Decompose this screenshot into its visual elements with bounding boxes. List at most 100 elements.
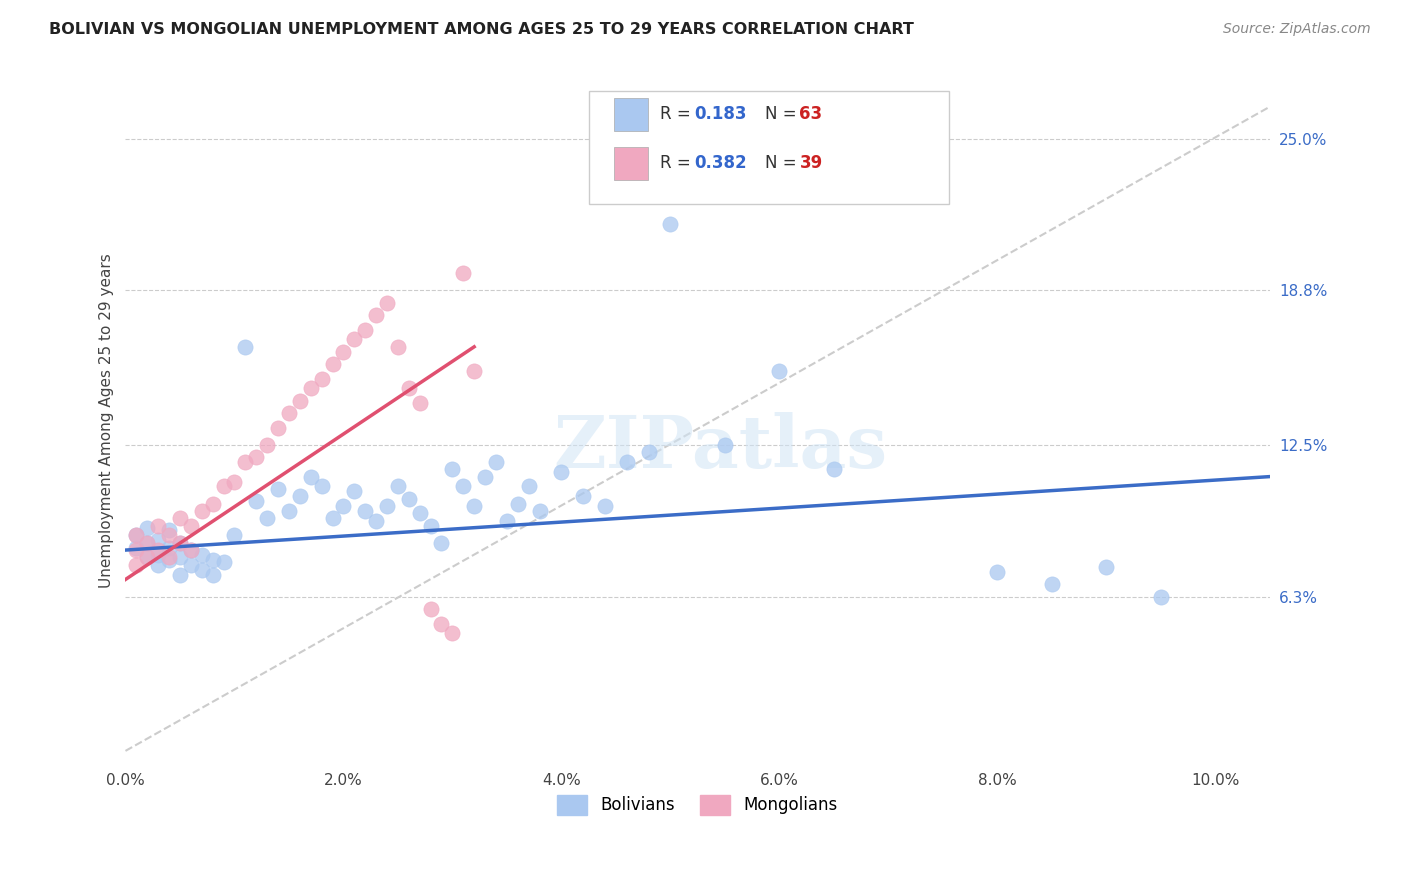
Point [495, 514, 517, 528]
Point [125, 528, 148, 542]
Point [529, 504, 551, 518]
Point [463, 364, 485, 378]
Point [180, 518, 202, 533]
Text: 39: 39 [800, 154, 823, 172]
Point [157, 541, 180, 555]
Point [364, 308, 387, 322]
Point [267, 420, 290, 434]
Point [506, 497, 529, 511]
Point [714, 438, 737, 452]
Point [267, 482, 290, 496]
Point [311, 371, 333, 385]
Point [169, 567, 191, 582]
Point [343, 484, 366, 499]
Point [146, 558, 169, 572]
Point [256, 511, 278, 525]
Text: 0.382: 0.382 [695, 154, 747, 172]
Point [169, 550, 191, 565]
Point [201, 553, 224, 567]
Point [419, 518, 441, 533]
Point [637, 445, 659, 459]
Point [190, 548, 212, 562]
Point [364, 514, 387, 528]
Point [299, 381, 322, 395]
Point [321, 511, 343, 525]
Point [136, 535, 159, 549]
Point [169, 511, 191, 525]
Point [277, 504, 299, 518]
Point [986, 565, 1008, 579]
Point [136, 550, 159, 565]
Point [212, 555, 235, 569]
Point [136, 521, 159, 535]
Point [233, 340, 256, 354]
Point [463, 499, 485, 513]
Point [125, 528, 148, 542]
Point [387, 340, 409, 354]
Point [451, 479, 474, 493]
Point [441, 626, 464, 640]
Point [224, 528, 246, 542]
Point [517, 479, 540, 493]
Point [354, 504, 377, 518]
Point [146, 543, 169, 558]
Point [387, 479, 409, 493]
Point [375, 499, 398, 513]
Point [146, 518, 169, 533]
Point [157, 553, 180, 567]
Point [212, 479, 235, 493]
Text: Source: ZipAtlas.com: Source: ZipAtlas.com [1223, 22, 1371, 37]
Point [157, 524, 180, 538]
Point [332, 344, 354, 359]
Point [288, 489, 311, 503]
Point [441, 462, 464, 476]
Point [419, 602, 441, 616]
Point [277, 406, 299, 420]
Point [616, 455, 638, 469]
Point [354, 323, 377, 337]
Point [169, 535, 191, 549]
Point [398, 381, 420, 395]
Point [224, 475, 246, 489]
Legend: Bolivians, Mongolians: Bolivians, Mongolians [548, 787, 846, 823]
Point [485, 455, 508, 469]
Point [180, 558, 202, 572]
Point [1095, 560, 1118, 574]
Point [125, 541, 148, 555]
Text: BOLIVIAN VS MONGOLIAN UNEMPLOYMENT AMONG AGES 25 TO 29 YEARS CORRELATION CHART: BOLIVIAN VS MONGOLIAN UNEMPLOYMENT AMONG… [49, 22, 914, 37]
FancyBboxPatch shape [614, 146, 648, 179]
Point [180, 543, 202, 558]
Point [408, 396, 430, 410]
Point [288, 393, 311, 408]
Y-axis label: Unemployment Among Ages 25 to 29 years: Unemployment Among Ages 25 to 29 years [100, 253, 114, 588]
Point [408, 506, 430, 520]
Point [146, 548, 169, 562]
Point [201, 497, 224, 511]
Point [157, 528, 180, 542]
Point [572, 489, 595, 503]
Point [332, 499, 354, 513]
Text: N =: N = [765, 154, 801, 172]
Point [375, 295, 398, 310]
Point [430, 616, 453, 631]
Point [1040, 577, 1063, 591]
Point [311, 479, 333, 493]
Point [398, 491, 420, 506]
Text: 63: 63 [800, 105, 823, 123]
Point [823, 462, 845, 476]
Point [180, 543, 202, 558]
Text: ZIPatlas: ZIPatlas [554, 412, 887, 483]
Point [136, 535, 159, 549]
Point [125, 558, 148, 572]
FancyBboxPatch shape [589, 91, 949, 204]
Point [245, 450, 267, 464]
Point [245, 494, 267, 508]
FancyBboxPatch shape [614, 98, 648, 131]
Point [321, 357, 343, 371]
Point [146, 533, 169, 548]
Text: N =: N = [765, 105, 801, 123]
Point [659, 218, 682, 232]
Point [190, 504, 212, 518]
Point [550, 465, 572, 479]
Point [125, 543, 148, 558]
